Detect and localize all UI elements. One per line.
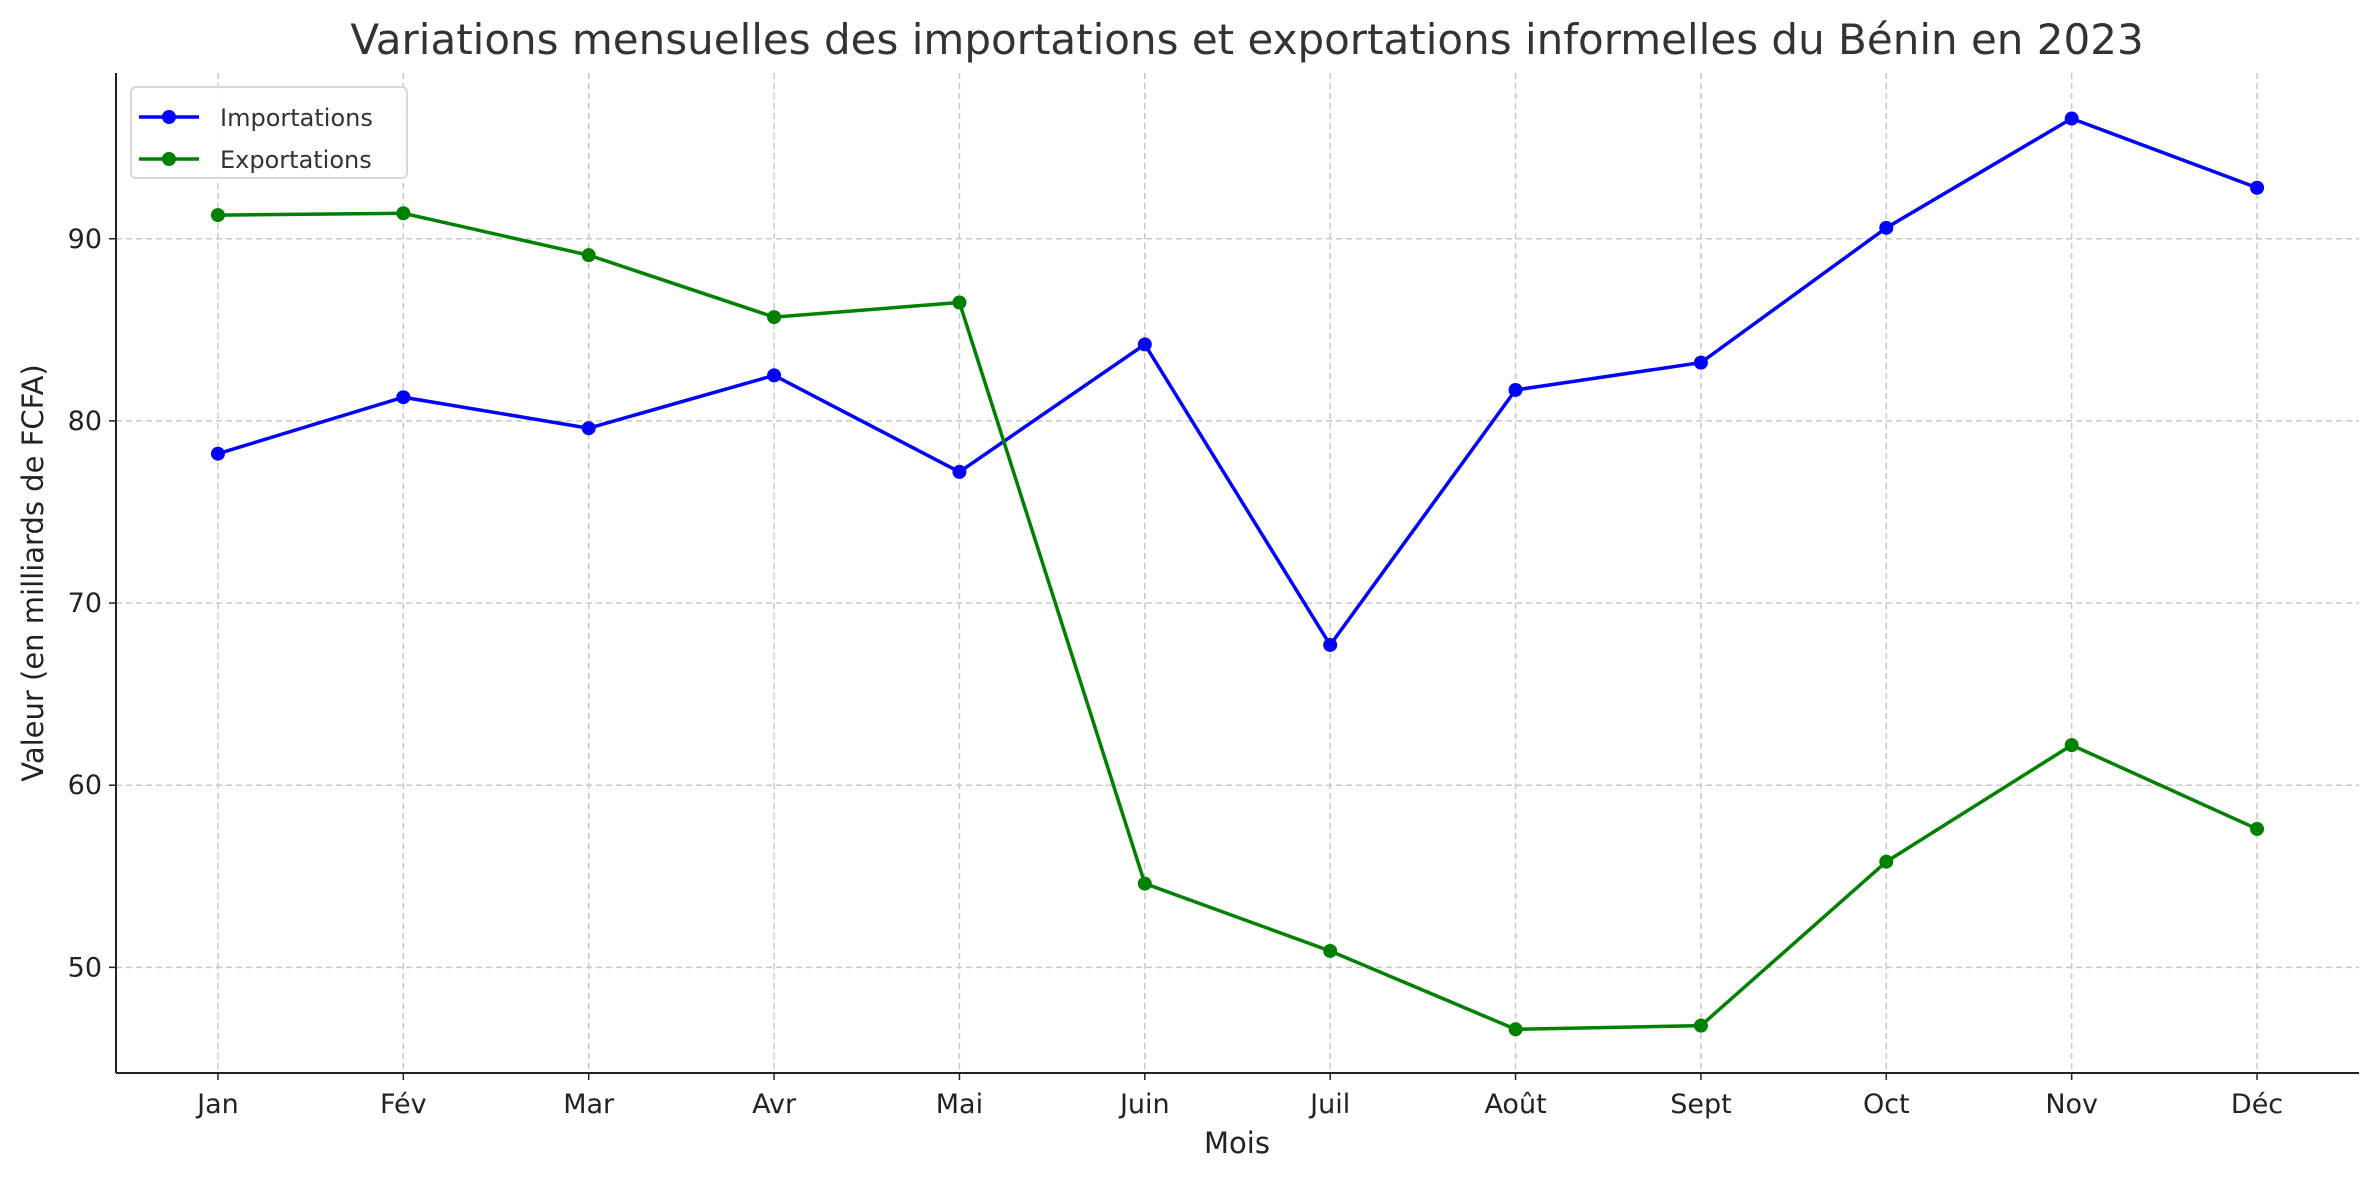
x-tick-label: Avr bbox=[752, 1089, 797, 1120]
data-point bbox=[210, 446, 225, 461]
data-point bbox=[1323, 943, 1338, 958]
x-tick-label: Nov bbox=[2045, 1089, 2098, 1120]
data-point bbox=[396, 390, 411, 405]
y-tick-label: 90 bbox=[68, 224, 102, 255]
data-point bbox=[952, 464, 967, 479]
data-point bbox=[1323, 637, 1338, 652]
legend: Importations Exportations bbox=[130, 86, 408, 179]
legend-label: Importations bbox=[220, 104, 373, 132]
x-axis-label: Mois bbox=[1204, 1126, 1270, 1160]
x-tick-label: Mar bbox=[563, 1089, 615, 1120]
data-point bbox=[767, 310, 782, 325]
data-point bbox=[767, 368, 782, 383]
series-line-exportations bbox=[217, 211, 2258, 1032]
data-point bbox=[1693, 1018, 1708, 1033]
data-point bbox=[581, 421, 596, 436]
data-point bbox=[1508, 382, 1523, 397]
data-point bbox=[2064, 111, 2079, 126]
data-point bbox=[1693, 355, 1708, 370]
data-point bbox=[210, 208, 225, 223]
series-lines bbox=[210, 111, 2265, 1037]
y-tick-label: 70 bbox=[68, 588, 102, 619]
data-point bbox=[1879, 854, 1894, 869]
data-point bbox=[1508, 1022, 1523, 1037]
data-point bbox=[2250, 821, 2265, 836]
legend-marker bbox=[162, 152, 176, 166]
x-tick-label: Jan bbox=[195, 1089, 239, 1120]
x-tick-label: Fév bbox=[380, 1089, 427, 1120]
series-line-importations bbox=[217, 116, 2258, 649]
y-tick-label: 80 bbox=[68, 406, 102, 437]
y-tick-label: 60 bbox=[68, 770, 102, 801]
legend-box bbox=[130, 86, 408, 179]
data-point bbox=[581, 248, 596, 263]
axes: Jan Fév Mar Avr Mai Juin Juil Août Sept Oct Nov Déc… bbox=[68, 73, 2359, 1120]
data-point bbox=[2250, 180, 2265, 195]
y-axis-label: Valeur (en milliards de FCFA) bbox=[16, 364, 50, 782]
data-point bbox=[1137, 876, 1152, 891]
data-point bbox=[396, 206, 411, 221]
legend-label: Exportations bbox=[220, 146, 372, 174]
x-tick-label: Juil bbox=[1308, 1089, 1350, 1120]
x-tick-label: Déc bbox=[2231, 1089, 2283, 1120]
data-point bbox=[2064, 738, 2079, 753]
chart-title: Variations mensuelles des importations e… bbox=[350, 15, 2143, 64]
x-tick-label: Mai bbox=[936, 1089, 983, 1120]
x-tick-label: Oct bbox=[1863, 1089, 1910, 1120]
data-point bbox=[1879, 220, 1894, 235]
data-point bbox=[1137, 337, 1152, 352]
x-tick-label: Juin bbox=[1118, 1089, 1170, 1120]
grid bbox=[116, 73, 2359, 1073]
x-tick-label: Août bbox=[1484, 1089, 1546, 1120]
y-tick-label: 50 bbox=[68, 952, 102, 983]
x-tick-label: Sept bbox=[1670, 1089, 1731, 1120]
data-point bbox=[952, 295, 967, 310]
legend-marker bbox=[162, 110, 176, 124]
